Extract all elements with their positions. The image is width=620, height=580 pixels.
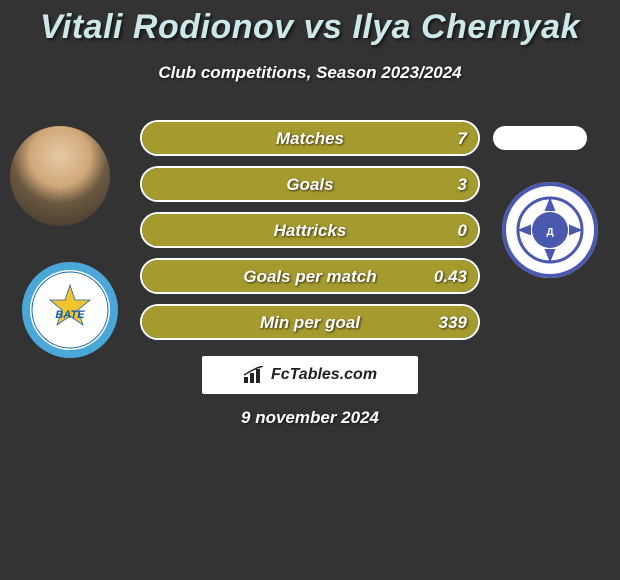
- club1-badge: BATE: [20, 260, 120, 360]
- player2-pill: [493, 126, 587, 150]
- stat-label: Min per goal: [142, 313, 478, 333]
- stat-label: Goals per match: [142, 267, 478, 287]
- player1-photo: [10, 126, 110, 226]
- stat-value-left: 3: [458, 175, 467, 195]
- svg-text:BATE: BATE: [55, 309, 85, 321]
- stat-label: Goals: [142, 175, 478, 195]
- stat-value-left: 0.43: [434, 267, 467, 287]
- svg-text:Д: Д: [546, 227, 553, 238]
- stats-area: Matches7Goals3Hattricks0Goals per match0…: [140, 120, 480, 350]
- stat-row: Goals per match0.43: [140, 258, 480, 294]
- stat-row: Min per goal339: [140, 304, 480, 340]
- stat-value-left: 0: [458, 221, 467, 241]
- stat-label: Hattricks: [142, 221, 478, 241]
- page-title: Vitali Rodionov vs Ilya Chernyak: [0, 0, 620, 47]
- stat-label: Matches: [142, 129, 478, 149]
- date-text: 9 november 2024: [0, 408, 620, 428]
- subtitle: Club competitions, Season 2023/2024: [0, 63, 620, 83]
- branding-badge: FcTables.com: [202, 356, 418, 394]
- club2-badge: Д: [500, 180, 600, 280]
- stat-row: Goals3: [140, 166, 480, 202]
- branding-text: FcTables.com: [271, 366, 377, 384]
- stat-row: Hattricks0: [140, 212, 480, 248]
- stat-value-left: 7: [458, 129, 467, 149]
- stat-row: Matches7: [140, 120, 480, 156]
- stat-value-left: 339: [439, 313, 467, 333]
- chart-icon: [243, 366, 265, 384]
